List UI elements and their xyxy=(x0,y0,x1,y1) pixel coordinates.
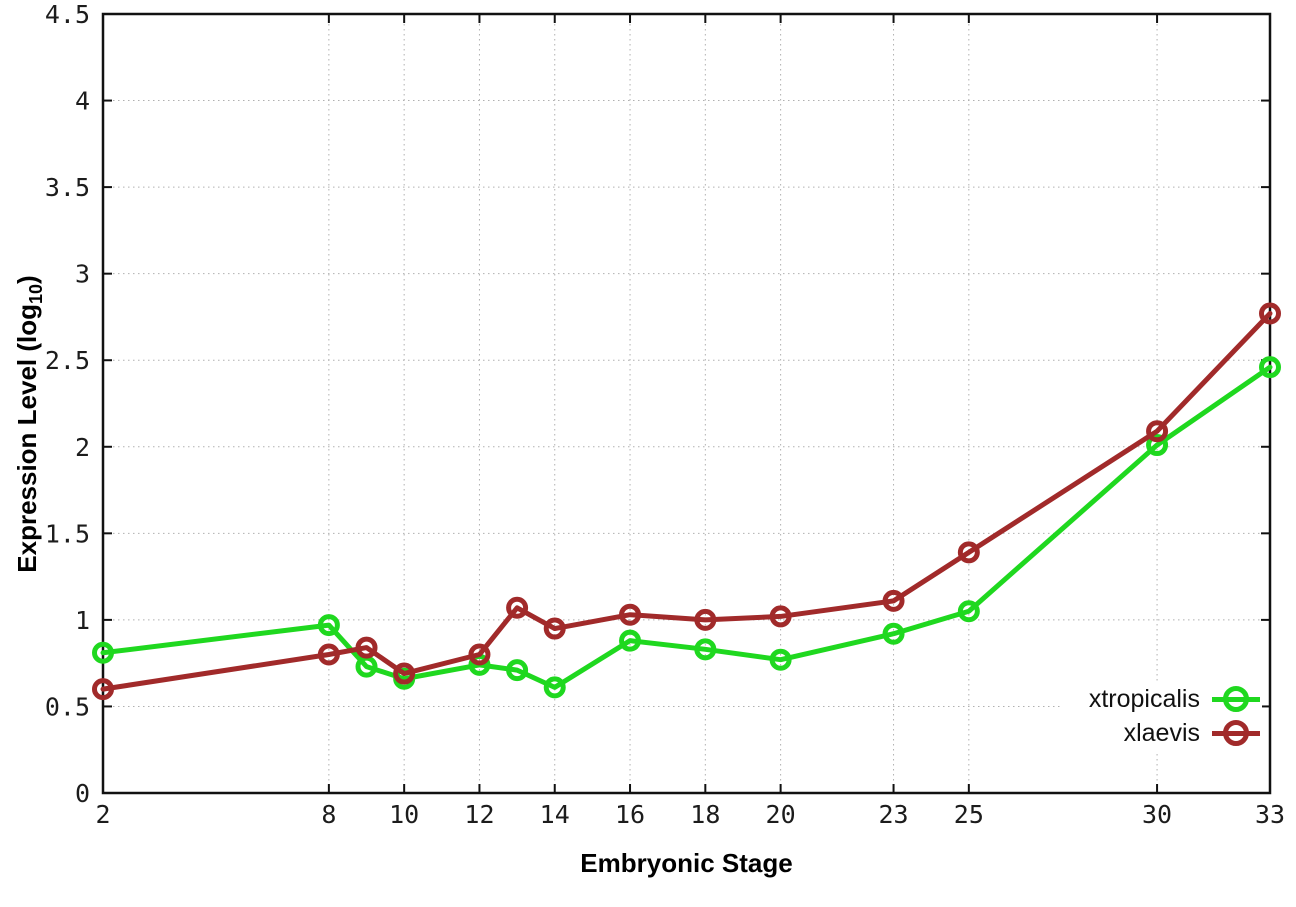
data-point-xtropicalis xyxy=(506,659,529,682)
series-line-xtropicalis xyxy=(100,364,1273,690)
data-point-xlaevis xyxy=(92,678,114,701)
data-point-xlaevis xyxy=(619,603,642,626)
y-axis-title-subscript: 10 xyxy=(26,283,47,304)
y-axis-tick-label: 0 xyxy=(75,779,90,808)
data-point-xtropicalis xyxy=(619,629,642,652)
y-axis-title-text: Expression Level (log xyxy=(12,303,42,573)
x-axis-tick-label: 23 xyxy=(878,800,908,829)
data-point-xtropicalis xyxy=(769,648,792,671)
y-axis-tick-label: 4.5 xyxy=(45,0,90,29)
data-point-xtropicalis xyxy=(957,600,980,623)
x-axis-tick-label: 8 xyxy=(321,800,336,829)
data-point-xtropicalis xyxy=(882,622,905,645)
data-point-xtropicalis xyxy=(317,614,340,637)
y-axis-tick-label: 2.5 xyxy=(45,346,90,375)
legend-sample-line-icon xyxy=(1212,686,1260,712)
data-point-xtropicalis xyxy=(694,638,717,661)
data-point-xlaevis xyxy=(393,662,416,685)
legend-item-xtropicalis: xtropicalis xyxy=(1089,684,1260,714)
x-axis-tick-label: 2 xyxy=(95,800,110,829)
data-point-xlaevis xyxy=(506,596,529,619)
legend-item-xlaevis: xlaevis xyxy=(1089,718,1260,748)
data-point-xlaevis xyxy=(694,608,717,631)
data-point-xlaevis xyxy=(769,605,792,628)
legend-label-xlaevis: xlaevis xyxy=(1123,718,1200,747)
x-axis-tick-label: 16 xyxy=(615,800,645,829)
data-point-xtropicalis xyxy=(1146,434,1169,457)
data-point-xtropicalis xyxy=(1259,356,1281,379)
x-axis-tick-label: 33 xyxy=(1255,800,1285,829)
y-axis-tick-label: 3.5 xyxy=(45,173,90,202)
legend-label-xtropicalis: xtropicalis xyxy=(1088,684,1200,713)
x-axis-title: Embryonic Stage xyxy=(580,848,793,878)
legend: xtropicalis xlaevis xyxy=(1062,682,1262,752)
y-axis-tick-label: 0.5 xyxy=(45,692,90,721)
data-point-xlaevis xyxy=(882,589,905,612)
data-point-xtropicalis xyxy=(543,676,566,699)
y-axis-tick-label: 2 xyxy=(75,433,90,462)
x-axis-tick-label: 25 xyxy=(954,800,984,829)
legend-circle-marker-icon xyxy=(1223,686,1249,712)
data-point-xlaevis xyxy=(1146,420,1169,443)
x-axis-tick-label: 30 xyxy=(1142,800,1172,829)
x-axis-tick-label: 20 xyxy=(766,800,796,829)
data-point-xlaevis xyxy=(355,636,378,659)
data-point-xlaevis xyxy=(1259,302,1281,325)
y-axis-tick-label: 1 xyxy=(75,606,90,635)
y-axis-title: Expression Level (log10) xyxy=(12,224,46,624)
legend-circle-marker-icon xyxy=(1223,720,1249,746)
x-axis-tick-label: 10 xyxy=(389,800,419,829)
y-axis-tick-label: 4 xyxy=(75,87,90,116)
y-axis-tick-label: 3 xyxy=(75,260,90,289)
x-axis-tick-label: 12 xyxy=(464,800,494,829)
plot-border xyxy=(101,12,1272,795)
data-point-xlaevis xyxy=(317,643,340,666)
y-axis-tick-label: 1.5 xyxy=(45,519,90,548)
data-point-xlaevis xyxy=(468,643,491,666)
data-point-xlaevis xyxy=(957,541,980,564)
x-axis-tick-label: 18 xyxy=(690,800,720,829)
x-axis-tick-label: 14 xyxy=(540,800,570,829)
data-point-xlaevis xyxy=(543,617,566,640)
data-point-xtropicalis xyxy=(92,641,114,664)
legend-sample-line-icon xyxy=(1212,720,1260,746)
y-axis-title-close: ) xyxy=(12,275,42,284)
